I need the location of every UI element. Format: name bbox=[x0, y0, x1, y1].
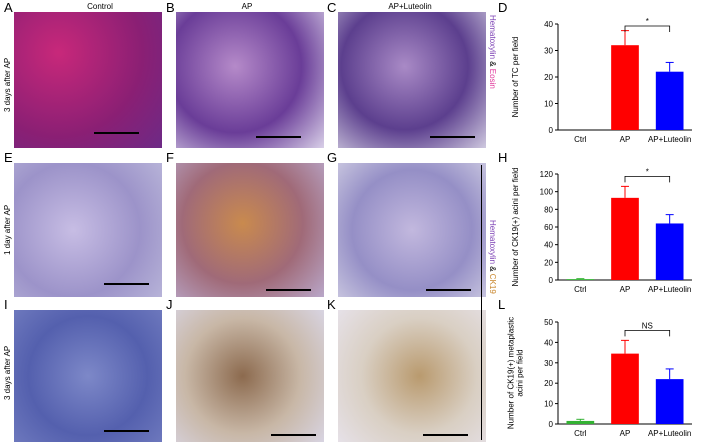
x-tick-label: AP bbox=[620, 429, 631, 438]
row-label-2: 1 day after AP bbox=[3, 204, 12, 255]
y-tick-label: 50 bbox=[544, 318, 553, 327]
bar-ap-luteolin bbox=[655, 379, 684, 424]
micrograph-a-control-he bbox=[14, 12, 162, 148]
bar-ap bbox=[611, 353, 639, 424]
micrograph-g-ap-luteolin-ck19 bbox=[338, 163, 486, 297]
micrograph-j-ap-ck19 bbox=[176, 310, 324, 442]
panel-letter-g: G bbox=[327, 150, 338, 165]
x-tick-label: Ctrl bbox=[574, 429, 587, 438]
significance-bracket bbox=[624, 25, 671, 32]
panel-letter-d: D bbox=[498, 0, 508, 15]
row-label-3: 3 days after AP bbox=[3, 345, 12, 400]
panel-letter-l: L bbox=[498, 297, 506, 312]
stain-label-he: Hematoxylin & Eosin bbox=[488, 15, 497, 89]
y-tick-label: 20 bbox=[544, 73, 553, 82]
significance-bracket bbox=[624, 329, 671, 337]
x-tick-label: Ctrl bbox=[574, 285, 587, 294]
bar-chart-l: 0 10 20 30 40 50 Number of CK19(+) metaplastic… bbox=[507, 317, 692, 438]
panel-letter-j: J bbox=[166, 297, 173, 312]
bar-chart-h: 0 20 40 60 80 100 120 Number of CK19(+) acini p… bbox=[511, 167, 692, 294]
y-tick-label: 120 bbox=[540, 170, 554, 179]
x-tick-label: AP+Luteolin bbox=[648, 135, 691, 144]
y-tick-label: 80 bbox=[544, 205, 553, 214]
y-tick-label: 10 bbox=[544, 400, 553, 409]
scale-bar bbox=[256, 136, 301, 138]
significance-label: * bbox=[646, 167, 649, 176]
y-tick-label: 100 bbox=[540, 188, 554, 197]
micrograph-k-ap-luteolin-ck19 bbox=[338, 310, 486, 442]
panel-letter-h: H bbox=[498, 150, 508, 165]
column-header-control: Control bbox=[87, 2, 113, 11]
micrograph-c-ap-luteolin-he bbox=[338, 12, 486, 148]
panel-letter-k: K bbox=[327, 297, 336, 312]
bar-ap bbox=[611, 45, 639, 131]
y-tick-label: 0 bbox=[549, 420, 554, 429]
micrograph-f-ap-ck19 bbox=[176, 163, 324, 297]
divider-line bbox=[481, 165, 482, 440]
y-axis-label: Number of CK19(+) metaplastic bbox=[507, 317, 516, 429]
y-tick-label: 40 bbox=[544, 20, 553, 29]
panel-letter-e: E bbox=[4, 150, 13, 165]
panel-letter-c: C bbox=[327, 0, 337, 15]
panel-letter-b: B bbox=[166, 0, 175, 15]
x-tick-label: AP bbox=[620, 135, 631, 144]
panel-letter-f: F bbox=[166, 150, 174, 165]
y-tick-label: 20 bbox=[544, 258, 553, 267]
column-header-ap-luteolin: AP+Luteolin bbox=[388, 2, 432, 11]
scale-bar bbox=[430, 136, 475, 138]
bar-ap bbox=[611, 197, 639, 280]
scale-bar bbox=[104, 430, 149, 432]
scale-bar bbox=[266, 289, 311, 291]
scale-bar bbox=[426, 289, 471, 291]
y-axis-label: acini per field bbox=[516, 349, 525, 396]
scale-bar bbox=[271, 434, 316, 436]
scale-bar bbox=[94, 132, 139, 134]
micrograph-b-ap-he bbox=[176, 12, 324, 148]
significance-label: NS bbox=[642, 321, 653, 330]
micrograph-e-control-ck19 bbox=[14, 163, 162, 297]
x-tick-label: AP bbox=[620, 285, 631, 294]
row-label-1: 3 days after AP bbox=[3, 57, 12, 112]
significance-label: * bbox=[646, 17, 649, 26]
bar-ap-luteolin bbox=[655, 71, 684, 130]
y-tick-label: 40 bbox=[544, 338, 553, 347]
bar-ap-luteolin bbox=[655, 223, 684, 280]
y-tick-label: 60 bbox=[544, 223, 553, 232]
y-tick-label: 30 bbox=[544, 47, 553, 56]
x-tick-label: AP+Luteolin bbox=[648, 285, 691, 294]
y-tick-label: 20 bbox=[544, 379, 553, 388]
bar-ctrl bbox=[566, 279, 595, 280]
y-tick-label: 40 bbox=[544, 241, 553, 250]
y-tick-label: 0 bbox=[549, 126, 554, 135]
micrograph-i-control-ck19 bbox=[14, 310, 162, 442]
stain-label-ck19: Hematoxylin & CK19 bbox=[488, 220, 497, 294]
x-tick-label: Ctrl bbox=[574, 135, 587, 144]
scale-bar bbox=[423, 434, 468, 436]
panel-letter-a: A bbox=[4, 0, 13, 15]
x-tick-label: AP+Luteolin bbox=[648, 429, 691, 438]
scale-bar bbox=[104, 283, 149, 285]
column-header-ap: AP bbox=[241, 2, 253, 11]
bar-chart-d: 0 10 20 30 40 Number of TC per field Ctrl AP AP+… bbox=[511, 17, 692, 144]
y-axis-label: Number of TC per field bbox=[511, 37, 520, 118]
y-axis-label: Number of CK19(+) acini per field bbox=[511, 168, 520, 287]
y-tick-label: 10 bbox=[544, 100, 553, 109]
y-tick-label: 30 bbox=[544, 359, 553, 368]
y-tick-label: 0 bbox=[549, 276, 554, 285]
bar-ctrl bbox=[566, 420, 595, 424]
significance-bracket bbox=[624, 175, 671, 183]
panel-letter-i: I bbox=[4, 297, 8, 312]
